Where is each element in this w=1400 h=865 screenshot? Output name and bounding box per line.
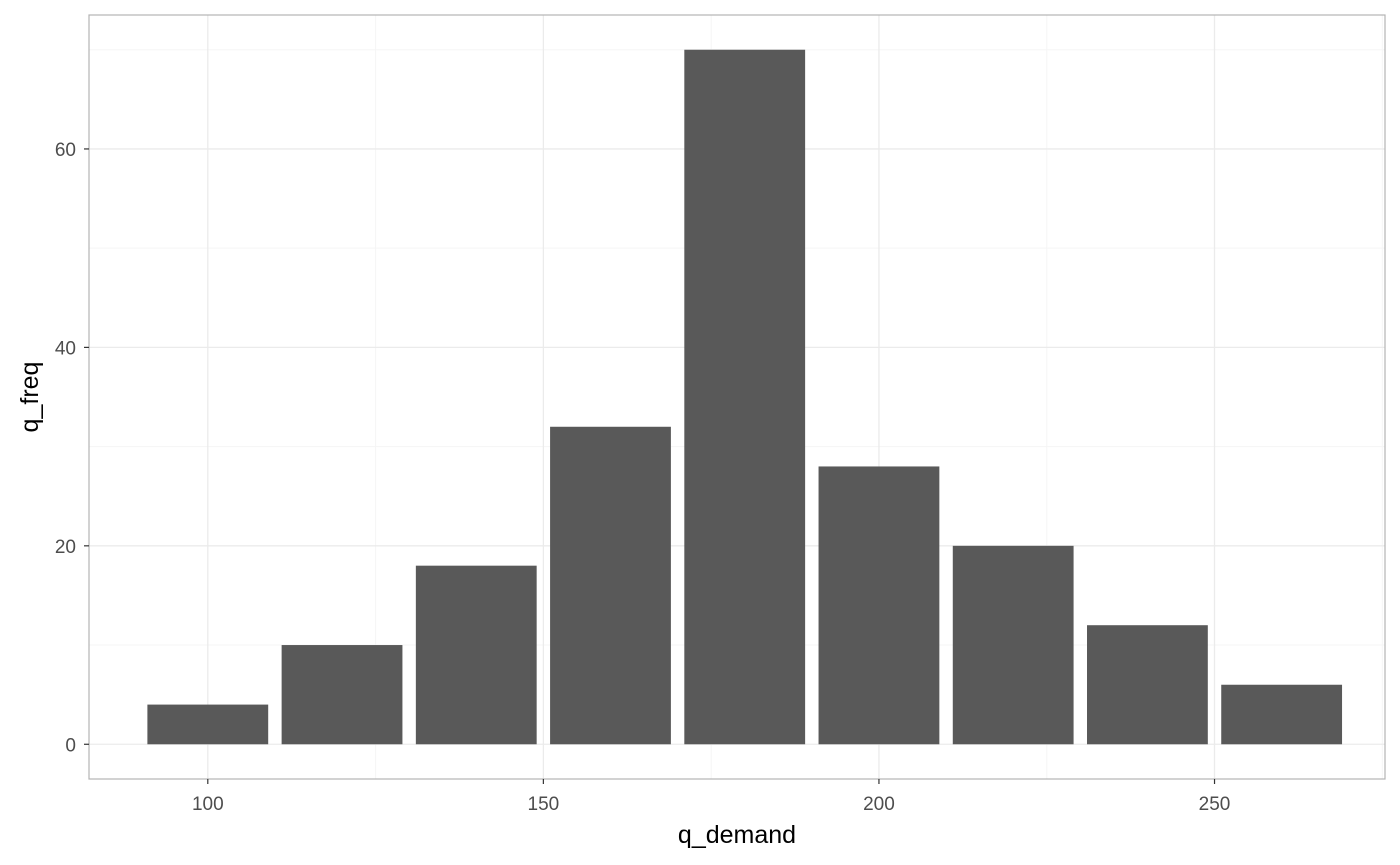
bars — [147, 49, 1343, 745]
y-axis-title: q_freq — [16, 362, 44, 433]
bar — [1221, 684, 1343, 745]
y-axis-ticks: 0 20 40 60 — [55, 140, 89, 756]
bar — [550, 426, 671, 745]
x-tick-label: 100 — [192, 794, 224, 815]
x-tick-label: 200 — [863, 794, 895, 815]
bar — [415, 565, 537, 745]
bar — [684, 49, 806, 745]
x-axis-ticks: 100 150 200 250 — [192, 779, 1230, 815]
bar — [952, 545, 1074, 745]
y-tick-label: 60 — [55, 140, 76, 161]
bar — [818, 466, 940, 745]
y-tick-label: 0 — [65, 735, 76, 756]
y-tick-label: 20 — [55, 537, 76, 558]
x-tick-label: 150 — [528, 794, 560, 815]
x-tick-label: 250 — [1199, 794, 1231, 815]
bar — [147, 704, 269, 745]
bar — [281, 645, 403, 745]
panel-border — [88, 14, 1386, 780]
x-axis-title: q_demand — [678, 821, 796, 849]
bar — [1087, 625, 1208, 745]
y-tick-label: 40 — [55, 338, 76, 359]
